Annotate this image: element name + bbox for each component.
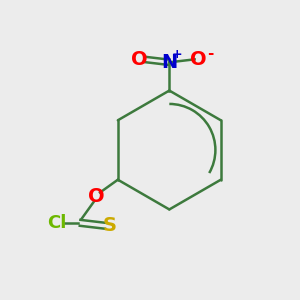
Text: O: O [88, 187, 105, 206]
Text: O: O [131, 50, 147, 69]
Text: +: + [172, 48, 183, 61]
Text: N: N [161, 53, 177, 72]
Text: S: S [103, 216, 117, 235]
Text: Cl: Cl [46, 214, 66, 232]
Text: -: - [207, 46, 214, 62]
Text: O: O [190, 50, 207, 69]
